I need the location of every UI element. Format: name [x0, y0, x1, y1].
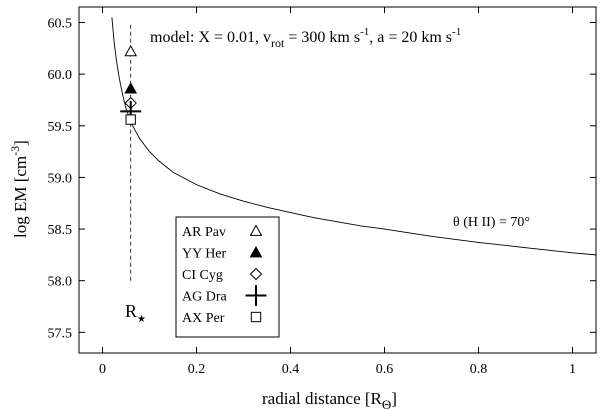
model-annotation-sup2: -1	[452, 26, 461, 38]
y-tick-label: 59.5	[48, 120, 73, 135]
data-markers	[120, 44, 142, 125]
legend-marker	[250, 311, 262, 323]
legend-label: AX Per	[182, 311, 225, 326]
legend: AR Pav YY Her CI Cyg AG Dra AX Per	[175, 216, 280, 338]
model-annotation-sub: rot	[271, 36, 285, 50]
model-annotation: model: X = 0.01, vrot = 300 km s-1, a = …	[150, 26, 461, 50]
x-tick-label: 0.2	[188, 362, 206, 377]
y-axis-label-sup: -3	[8, 146, 22, 156]
model-annotation-prefix: model: X = 0.01, v	[150, 29, 271, 46]
legend-marker	[249, 245, 263, 258]
x-axis-label-close: ]	[391, 389, 397, 408]
y-tick-label: 60.5	[48, 16, 73, 31]
model-annotation-mid: = 300 km s	[284, 29, 360, 46]
legend-label: YY Her	[182, 247, 227, 262]
x-axis-label-text: radial distance [R	[262, 389, 383, 408]
data-point-yy-her	[124, 82, 138, 94]
model-annotation-mid2: , a = 20 km s	[369, 29, 452, 46]
legend-label: AR Pav	[182, 225, 226, 240]
x-tick-label: 0.6	[376, 362, 394, 377]
legend-marker	[249, 267, 263, 281]
y-tick-label: 60.0	[48, 68, 73, 83]
x-tick-label: 0	[99, 362, 106, 377]
y-tick-label: 59.0	[48, 171, 73, 186]
theta-annotation: θ (H II) = 70°	[453, 215, 530, 230]
legend-marker	[245, 285, 267, 306]
legend-marker	[249, 224, 263, 236]
legend-items: AR Pav YY Her CI Cyg AG Dra AX Per	[182, 224, 267, 326]
rstar-label-text: R	[125, 301, 137, 321]
legend-label: CI Cyg	[182, 268, 223, 283]
plot-frame	[78, 6, 597, 354]
x-axis-label-sub: Θ	[382, 397, 391, 410]
legend-box	[175, 216, 280, 338]
rstar-label-symbol: ★	[137, 314, 146, 325]
y-axis-label-close: ]	[11, 140, 30, 146]
axis-tick-labels: 0 0.2 0.4 0.6 0.8 1 57.5 58.0 58.5 59.0 59.5 60.0 60…	[48, 16, 577, 377]
data-point-ar-pav	[124, 44, 138, 57]
model-annotation-sup1: -1	[360, 26, 369, 38]
model-curve	[111, 17, 597, 256]
legend-label: AG Dra	[182, 290, 227, 305]
y-tick-label: 58.5	[48, 223, 73, 238]
x-tick-label: 0.4	[282, 362, 300, 377]
x-tick-label: 0.8	[470, 362, 488, 377]
x-axis-label: radial distance [RΘ]	[262, 389, 397, 410]
y-tick-label: 57.5	[48, 326, 73, 341]
rstar-label: R★	[125, 301, 146, 325]
y-tick-label: 58.0	[48, 275, 73, 290]
y-axis-label: log EM [cm-3]	[8, 140, 30, 238]
axis-ticks	[79, 7, 596, 353]
y-axis-label-text: log EM [cm	[11, 156, 30, 238]
data-point-ax-per	[125, 114, 136, 125]
x-tick-label: 1	[569, 362, 576, 377]
